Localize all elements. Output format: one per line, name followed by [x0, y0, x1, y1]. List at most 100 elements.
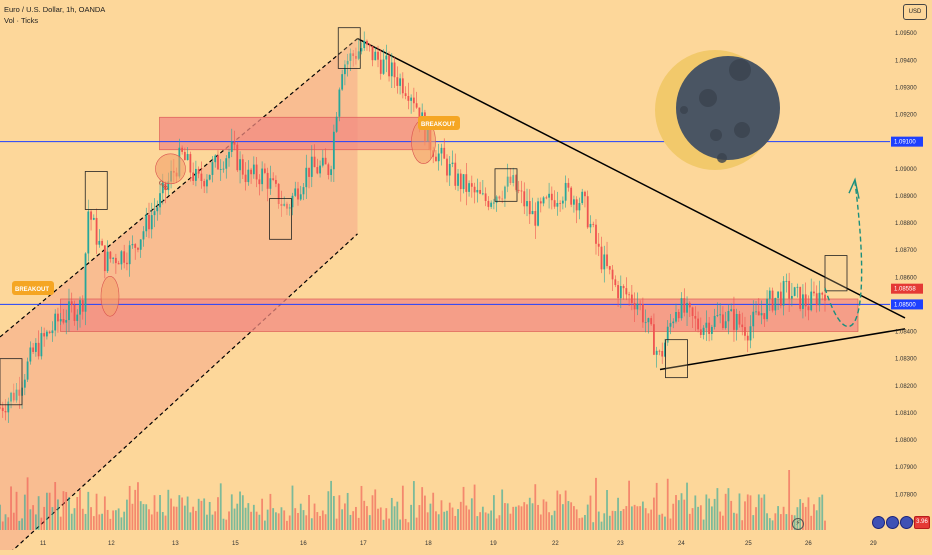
candle-body: [708, 322, 711, 334]
candle-body: [575, 199, 578, 211]
candle-body: [589, 223, 592, 228]
date-axis-tick: 19: [490, 541, 497, 547]
breakout-circle: [100, 275, 120, 317]
lightning-icon[interactable]: ⚡: [792, 518, 804, 530]
volume-bar: [821, 494, 824, 530]
candle-body: [680, 298, 683, 319]
indicator-circle-icon[interactable]: [900, 516, 913, 529]
volume-bar: [421, 487, 424, 530]
indicator-circle-icon[interactable]: [872, 516, 885, 529]
candle-body: [777, 291, 779, 298]
volume-bar: [730, 500, 733, 530]
price-tag-label: 1.08500: [894, 302, 916, 308]
volume-bar: [528, 497, 531, 530]
candle-body: [606, 254, 608, 267]
price-axis-tick: 1.08600: [895, 275, 917, 281]
chart-legend: Euro / U.S. Dollar, 1h, OANDA Vol · Tick…: [4, 4, 105, 26]
volume-bar: [570, 502, 573, 530]
highlight-box: [494, 168, 518, 202]
volume-bar: [567, 501, 570, 530]
volume-bar: [666, 478, 669, 530]
currency-selector[interactable]: USD: [903, 4, 927, 20]
candle-body: [716, 315, 719, 316]
candle-body: [68, 301, 70, 321]
candle-body: [636, 303, 639, 310]
candle-body: [559, 203, 562, 204]
candle-body: [410, 97, 413, 101]
candle-body: [520, 190, 523, 192]
candle-body: [793, 287, 796, 296]
volume-bar: [134, 489, 137, 530]
highlight-box: [337, 27, 361, 69]
volume-bar: [114, 510, 117, 530]
candle-body: [87, 211, 90, 254]
candle-body: [553, 200, 556, 207]
candle-body: [807, 306, 810, 311]
volume-bar: [581, 517, 584, 530]
candle-body: [385, 55, 388, 60]
volume-bar: [208, 501, 211, 530]
volume-bar: [366, 506, 368, 530]
volume-bar: [746, 494, 749, 530]
price-axis-tick: 1.08800: [895, 221, 917, 227]
volume-bar: [760, 497, 763, 530]
volume-bar: [142, 504, 145, 530]
volume-bar: [175, 506, 178, 530]
volume-bar: [98, 514, 101, 530]
candle-body: [741, 324, 744, 328]
moon-crater: [680, 106, 688, 114]
volume-bar: [523, 502, 526, 530]
volume-bar: [597, 511, 600, 530]
volume-bar: [167, 489, 170, 530]
volume-bar: [749, 495, 752, 530]
volume-bar: [539, 514, 542, 530]
price-tag: [891, 299, 923, 310]
price-tag-label: 1.08558: [894, 287, 916, 293]
volume-bar: [531, 503, 534, 530]
candle-body: [189, 154, 192, 173]
volume-bar: [586, 504, 589, 530]
volume-bar: [688, 513, 691, 530]
volume-bar: [123, 511, 126, 530]
price-axis-tick: 1.08300: [895, 357, 917, 363]
indicator-circle-icon[interactable]: [886, 516, 899, 529]
candle-body: [468, 183, 470, 192]
candle-body: [757, 311, 760, 316]
candle-body: [650, 318, 653, 325]
candle-body: [691, 307, 694, 317]
volume-bar: [429, 503, 432, 530]
candle-body: [697, 318, 699, 330]
candle-body: [658, 350, 661, 352]
gap-circle: [155, 153, 186, 185]
volume-bar: [51, 507, 54, 530]
volume-bar: [799, 499, 802, 530]
candle-body: [241, 159, 244, 175]
moon-dark: [676, 56, 780, 160]
volume-bar: [752, 515, 755, 530]
volume-bar: [498, 515, 501, 530]
volume-bar: [106, 509, 109, 530]
volume-bar: [84, 513, 87, 530]
volume-bar: [454, 515, 457, 530]
candle-body: [462, 174, 465, 190]
candle-body: [768, 290, 771, 299]
date-axis-tick: 13: [172, 541, 179, 547]
candle-body: [346, 60, 349, 65]
channel-upper-line: [0, 38, 358, 338]
volume-bar: [779, 514, 782, 530]
volume-bar: [266, 509, 269, 530]
volume-bar: [603, 513, 606, 530]
volume-bar: [26, 477, 29, 530]
volume-bar: [578, 518, 581, 530]
candle-body: [275, 179, 277, 184]
volume-bar: [644, 508, 647, 530]
date-axis-tick: 15: [232, 541, 239, 547]
volume-bar: [29, 509, 32, 530]
candle-body: [153, 211, 156, 216]
candle-body: [280, 203, 283, 206]
volume-bar: [95, 493, 98, 530]
volume-bar: [335, 518, 338, 530]
candle-body: [404, 93, 407, 97]
date-axis-tick: 23: [617, 541, 624, 547]
candle-body: [531, 211, 534, 215]
